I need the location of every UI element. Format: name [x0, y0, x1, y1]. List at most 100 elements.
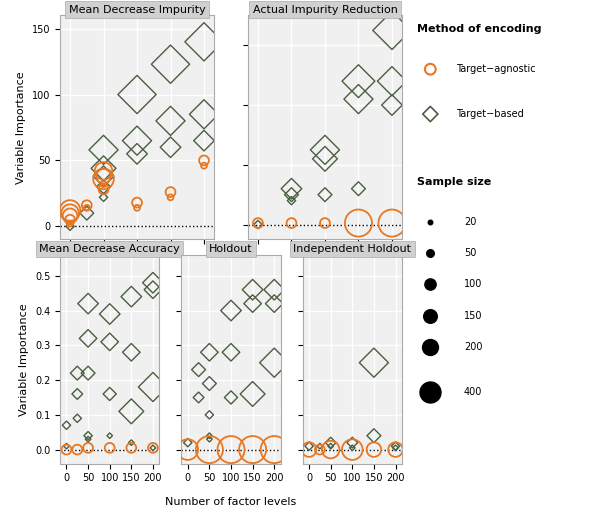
Text: 150: 150: [464, 311, 482, 321]
Point: [183, 439, 193, 447]
Point: [65, 219, 75, 228]
Point: [369, 432, 379, 440]
Point: [166, 117, 175, 125]
Point: [99, 175, 109, 183]
Point: [99, 180, 109, 188]
Point: [62, 421, 71, 430]
Point: [82, 204, 92, 212]
Text: Number of factor levels: Number of factor levels: [166, 496, 296, 507]
Text: 400: 400: [464, 387, 482, 397]
Point: [105, 390, 115, 398]
Point: [73, 445, 82, 454]
Point: [353, 219, 363, 227]
Point: [387, 101, 397, 109]
Point: [83, 435, 93, 443]
Point: [99, 146, 109, 154]
Text: Sample size: Sample size: [418, 177, 491, 187]
Point: [73, 369, 82, 377]
Point: [387, 26, 397, 35]
Point: [253, 219, 263, 227]
Point: [226, 306, 236, 315]
Point: [369, 445, 379, 454]
Point: [166, 60, 175, 68]
Point: [353, 184, 363, 193]
Point: [83, 334, 93, 342]
Text: Target−based: Target−based: [457, 109, 524, 119]
Text: Method of encoding: Method of encoding: [418, 24, 542, 35]
Point: [73, 414, 82, 422]
Point: [83, 432, 93, 440]
Point: [391, 444, 400, 452]
Y-axis label: Variable Importance: Variable Importance: [16, 71, 26, 184]
Point: [83, 369, 93, 377]
Point: [353, 95, 363, 103]
Point: [65, 216, 75, 224]
Point: [226, 393, 236, 402]
Point: [226, 348, 236, 356]
Point: [353, 77, 363, 85]
Point: [226, 445, 236, 454]
Text: 100: 100: [464, 279, 482, 289]
Title: Mean Decrease Accuracy: Mean Decrease Accuracy: [40, 244, 180, 254]
Point: [99, 193, 109, 201]
Point: [62, 442, 71, 450]
Point: [287, 191, 296, 199]
Point: [194, 393, 203, 402]
Point: [253, 220, 263, 229]
Point: [199, 136, 209, 145]
Text: 20: 20: [464, 216, 476, 227]
Point: [205, 432, 214, 440]
Point: [148, 279, 158, 287]
Point: [199, 162, 209, 170]
Point: [105, 310, 115, 318]
Point: [65, 207, 75, 215]
Point: [194, 366, 203, 374]
Point: [132, 198, 142, 207]
Point: [127, 348, 136, 356]
Point: [99, 172, 109, 180]
Point: [148, 383, 158, 391]
Point: [82, 209, 92, 217]
Point: [269, 286, 279, 294]
Title: Independent Holdout: Independent Holdout: [293, 244, 411, 254]
Point: [132, 150, 142, 158]
Point: [287, 219, 296, 227]
Point: [99, 167, 109, 175]
Point: [269, 300, 279, 308]
Point: [315, 445, 325, 454]
Point: [166, 193, 175, 201]
Point: [320, 146, 330, 154]
Point: [347, 445, 357, 454]
Point: [127, 439, 136, 447]
Point: [269, 445, 279, 454]
Point: [205, 348, 214, 356]
Point: [105, 338, 115, 346]
Point: [65, 212, 75, 220]
Point: [99, 185, 109, 194]
Point: [183, 445, 193, 454]
Point: [287, 184, 296, 193]
Point: [199, 156, 209, 164]
Point: [148, 444, 158, 452]
Point: [347, 444, 357, 452]
Point: [132, 204, 142, 212]
Point: [269, 358, 279, 367]
Point: [387, 77, 397, 85]
Point: [326, 445, 335, 454]
Point: [287, 197, 296, 205]
Title: Holdout: Holdout: [209, 244, 253, 254]
Text: 200: 200: [464, 342, 482, 352]
Point: [320, 154, 330, 163]
Point: [248, 286, 257, 294]
Point: [391, 445, 400, 454]
Point: [304, 445, 314, 454]
Point: [205, 411, 214, 419]
Point: [326, 442, 335, 450]
Point: [132, 91, 142, 99]
Point: [148, 444, 158, 452]
Title: Mean Decrease Impurity: Mean Decrease Impurity: [68, 5, 205, 14]
Point: [199, 38, 209, 46]
Point: [320, 219, 330, 227]
Point: [387, 219, 397, 227]
Point: [82, 201, 92, 209]
